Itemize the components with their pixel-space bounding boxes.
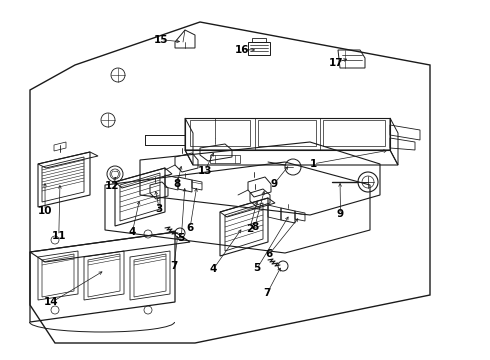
Text: 8: 8: [174, 179, 181, 189]
Text: 6: 6: [187, 222, 194, 233]
Text: 4: 4: [128, 227, 136, 237]
Text: 11: 11: [51, 231, 66, 241]
Text: 10: 10: [38, 206, 52, 216]
Text: 2: 2: [246, 224, 253, 234]
Text: 12: 12: [104, 181, 119, 192]
Text: 1: 1: [310, 159, 317, 169]
Text: 9: 9: [337, 209, 344, 219]
Text: 7: 7: [170, 261, 178, 271]
Text: 13: 13: [197, 166, 212, 176]
Text: 5: 5: [178, 233, 185, 243]
Text: 8: 8: [251, 222, 258, 232]
Text: 16: 16: [235, 45, 250, 55]
Text: 5: 5: [254, 263, 261, 273]
Text: 9: 9: [271, 179, 278, 189]
Text: 15: 15: [153, 35, 168, 45]
Text: 14: 14: [44, 297, 59, 307]
Text: 17: 17: [329, 58, 343, 68]
Text: 6: 6: [266, 249, 273, 259]
Text: 3: 3: [156, 204, 163, 214]
Text: 4: 4: [209, 264, 217, 274]
Text: 7: 7: [263, 288, 271, 298]
